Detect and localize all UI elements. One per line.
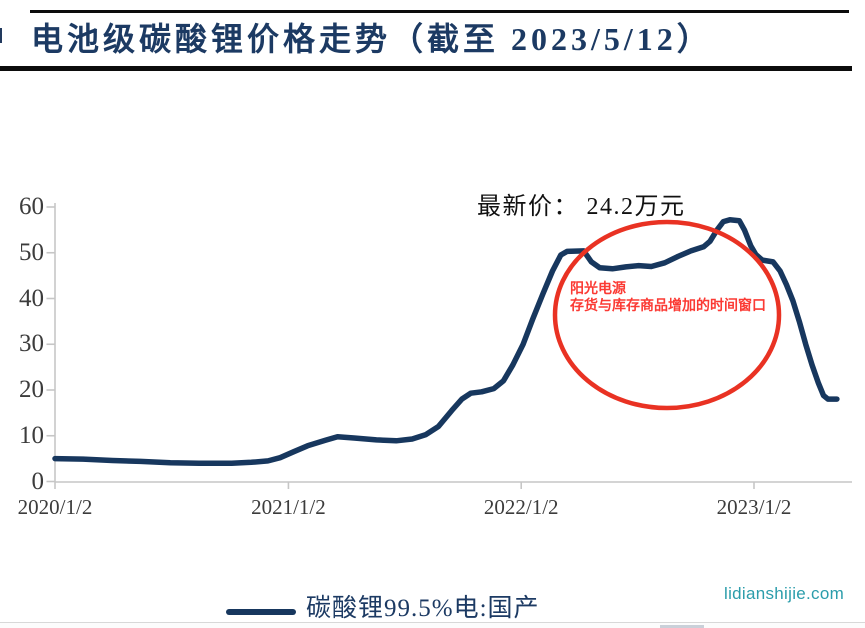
watermark: lidianshijie.com [724,584,845,603]
bottom-strip [0,623,865,628]
highlight-ellipse [552,219,782,411]
y-tick-label: 30 [19,330,44,358]
axes [46,203,852,489]
x-tick-label: 2021/1/2 [251,495,326,519]
legend-label: 碳酸锂99.5%电:国产 [306,595,540,622]
page-title: 电池级碳酸锂价格走势（截至 2023/5/12） [31,21,713,57]
cutoff-text-artifact [660,625,704,628]
y-tick-label: 40 [19,284,44,312]
y-tick-label: 60 [19,193,44,220]
price-line-series [52,217,840,466]
legend-line-swatch [226,609,296,615]
ellipse-annotation: 阳光电源 存货与库存商品增加的时间窗口 [570,280,766,313]
y-tick-label: 50 [19,238,44,266]
x-tick-label: 2022/1/2 [483,495,559,519]
title-top-rule [30,10,849,13]
x-tick-label: 2023/1/2 [716,495,792,519]
legend: 碳酸锂99.5%电:国产 [226,588,540,624]
title-bottom-rule [0,66,852,71]
y-tick-label: 10 [19,421,44,449]
latest-price-label: 最新价： 24.2万元 [477,194,686,220]
y-tick-label: 0 [31,467,45,495]
left-edge-artifact [0,28,2,43]
ellipse-annotation-line2: 存货与库存商品增加的时间窗口 [570,296,766,313]
bottom-divider [0,622,865,623]
ellipse-annotation-line1: 阳光电源 [570,280,626,296]
y-tick-label: 20 [19,376,44,403]
x-tick-label: 2020/1/2 [17,495,93,519]
